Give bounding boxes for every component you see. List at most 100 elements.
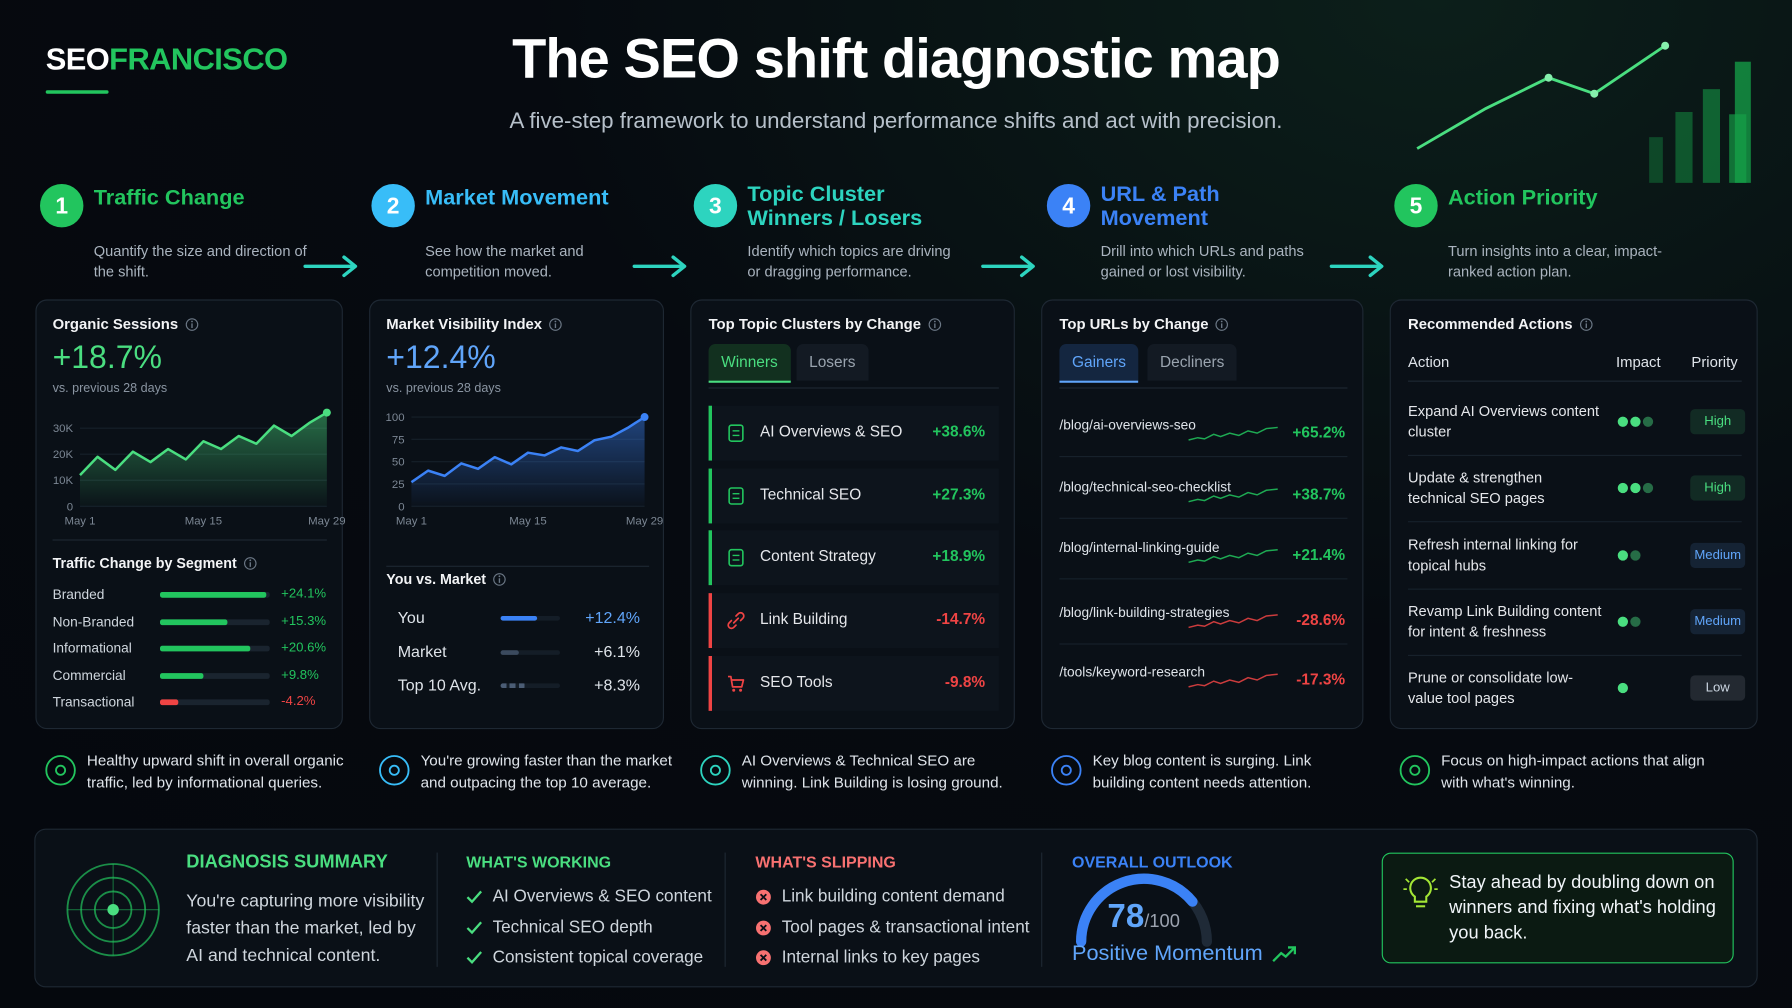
info-dot bbox=[1221, 319, 1224, 322]
impact-dots bbox=[1617, 483, 1654, 494]
topic-icon bbox=[727, 612, 745, 630]
x-tick-label: May 1 bbox=[64, 516, 95, 528]
tab[interactable]: Winners bbox=[708, 343, 791, 383]
info-dot bbox=[933, 319, 936, 322]
card: Market Visibility Index +12.4% vs. previou… bbox=[369, 299, 664, 730]
insight-ring bbox=[700, 755, 731, 786]
radar-icon bbox=[66, 863, 160, 957]
cross bbox=[759, 893, 767, 901]
segment-bar bbox=[159, 591, 266, 598]
insight-icon bbox=[379, 755, 410, 786]
info-dot bbox=[554, 319, 557, 322]
column-header: Priority bbox=[1691, 353, 1738, 371]
sparkline bbox=[1188, 488, 1278, 503]
priority-pill: Medium bbox=[1690, 542, 1746, 568]
info-ring bbox=[928, 317, 941, 331]
list-item: Consistent topical coverage bbox=[492, 947, 704, 967]
topic-row: Content Strategy +18.9% bbox=[708, 530, 999, 586]
step-number: 4 bbox=[1062, 193, 1075, 219]
x-tick-label: May 1 bbox=[396, 516, 427, 528]
list-item: AI Overviews & SEO content bbox=[492, 886, 712, 907]
sparkline bbox=[1188, 673, 1278, 688]
url-path: /blog/link-building-strategies bbox=[1059, 604, 1230, 621]
card-title: Recommended Actions bbox=[1407, 315, 1573, 333]
kpi-comparison: vs. previous 28 days bbox=[386, 381, 501, 396]
topic-icon bbox=[728, 424, 744, 442]
info-ring bbox=[493, 573, 507, 586]
segment-value-label: -4.2% bbox=[281, 694, 316, 709]
chart-line bbox=[79, 411, 328, 476]
step-title: Topic Cluster Winners / Losers bbox=[747, 182, 923, 231]
row-divider bbox=[1407, 521, 1742, 523]
insight-ring bbox=[379, 755, 410, 786]
divider bbox=[1407, 380, 1742, 382]
info-dot bbox=[190, 319, 193, 322]
action-text: Update & strengthen technical SEO pages bbox=[1407, 468, 1545, 507]
impact-dots bbox=[1617, 416, 1654, 427]
row-divider bbox=[1407, 588, 1742, 590]
list-item: Internal links to key pages bbox=[781, 947, 980, 967]
x-tick-label: May 29 bbox=[626, 516, 663, 528]
main-title: The SEO shift diagnostic map bbox=[512, 28, 1281, 91]
icon-cart-wheel bbox=[732, 688, 736, 692]
step-arrow bbox=[303, 255, 358, 278]
trend-icon bbox=[1272, 946, 1296, 962]
decor-bar bbox=[1649, 137, 1663, 183]
decor-line bbox=[1416, 44, 1666, 150]
bulb-icon bbox=[1403, 876, 1438, 908]
insight-ring bbox=[1051, 755, 1082, 786]
priority-pill: Medium bbox=[1690, 609, 1746, 635]
cross bbox=[759, 954, 767, 962]
info-icon bbox=[549, 317, 563, 331]
info-icon bbox=[928, 317, 941, 331]
y-tick-label: 50 bbox=[392, 457, 405, 469]
decor-dot bbox=[1544, 73, 1553, 82]
card: Recommended Actions Action Impact Priority E… bbox=[1389, 299, 1758, 730]
step-description: Identify which topics are driving or dra… bbox=[747, 242, 951, 280]
segment-value-label: +20.6% bbox=[281, 641, 327, 655]
insight-text: AI Overviews & Technical SEO are winning… bbox=[741, 751, 1003, 791]
subtitle: A five-step framework to understand perf… bbox=[509, 108, 1283, 134]
tab[interactable]: Gainers bbox=[1059, 343, 1139, 383]
segment-bar bbox=[159, 699, 179, 706]
info-dot bbox=[498, 575, 501, 578]
step-circle bbox=[1046, 183, 1091, 228]
url-change: +21.4% bbox=[1292, 546, 1346, 564]
chart-end-dot bbox=[640, 413, 649, 422]
impact-dot bbox=[1617, 483, 1628, 494]
section-divider bbox=[1041, 852, 1043, 967]
action-text: Expand AI Overviews content cluster bbox=[1407, 402, 1600, 440]
segment-name: Branded bbox=[52, 586, 105, 603]
tab[interactable]: Losers bbox=[796, 343, 869, 381]
decor-bar bbox=[1702, 89, 1720, 183]
topic-icon bbox=[727, 675, 745, 692]
info-ring bbox=[1579, 317, 1593, 331]
y-tick-label: 30K bbox=[53, 423, 74, 435]
cta-text: Stay ahead by doubling down on winners a… bbox=[1449, 873, 1716, 943]
card-title: Market Visibility Index bbox=[386, 315, 543, 333]
chart-line bbox=[410, 415, 646, 484]
step-badge: 3 bbox=[693, 183, 738, 228]
row-divider bbox=[1059, 643, 1348, 645]
list-item: Technical SEO depth bbox=[492, 917, 653, 937]
row-divider bbox=[1059, 455, 1348, 458]
kpi-comparison: vs. previous 28 days bbox=[52, 381, 168, 396]
url-path: /blog/internal-linking-guide bbox=[1059, 539, 1220, 556]
tab[interactable]: Decliners bbox=[1147, 343, 1237, 381]
step-badge: 5 bbox=[1394, 183, 1438, 228]
x-tick-label: May 29 bbox=[308, 516, 345, 528]
segment-name: Transactional bbox=[52, 693, 135, 710]
icon-doc bbox=[728, 549, 744, 567]
topic-name: SEO Tools bbox=[759, 672, 833, 691]
card-title-row: Top Topic Clusters by Change bbox=[709, 315, 942, 333]
card-title: Traffic Change by Segment bbox=[52, 555, 237, 572]
row-divider bbox=[1059, 578, 1348, 580]
step-title: Action Priority bbox=[1447, 186, 1598, 211]
check bbox=[466, 890, 482, 904]
y-tick-label: 75 bbox=[392, 434, 405, 446]
insight-icon bbox=[1399, 755, 1431, 786]
comparison-track bbox=[500, 683, 560, 688]
step-arrow bbox=[1329, 255, 1384, 278]
card-title-row: Top URLs by Change bbox=[1059, 315, 1229, 333]
